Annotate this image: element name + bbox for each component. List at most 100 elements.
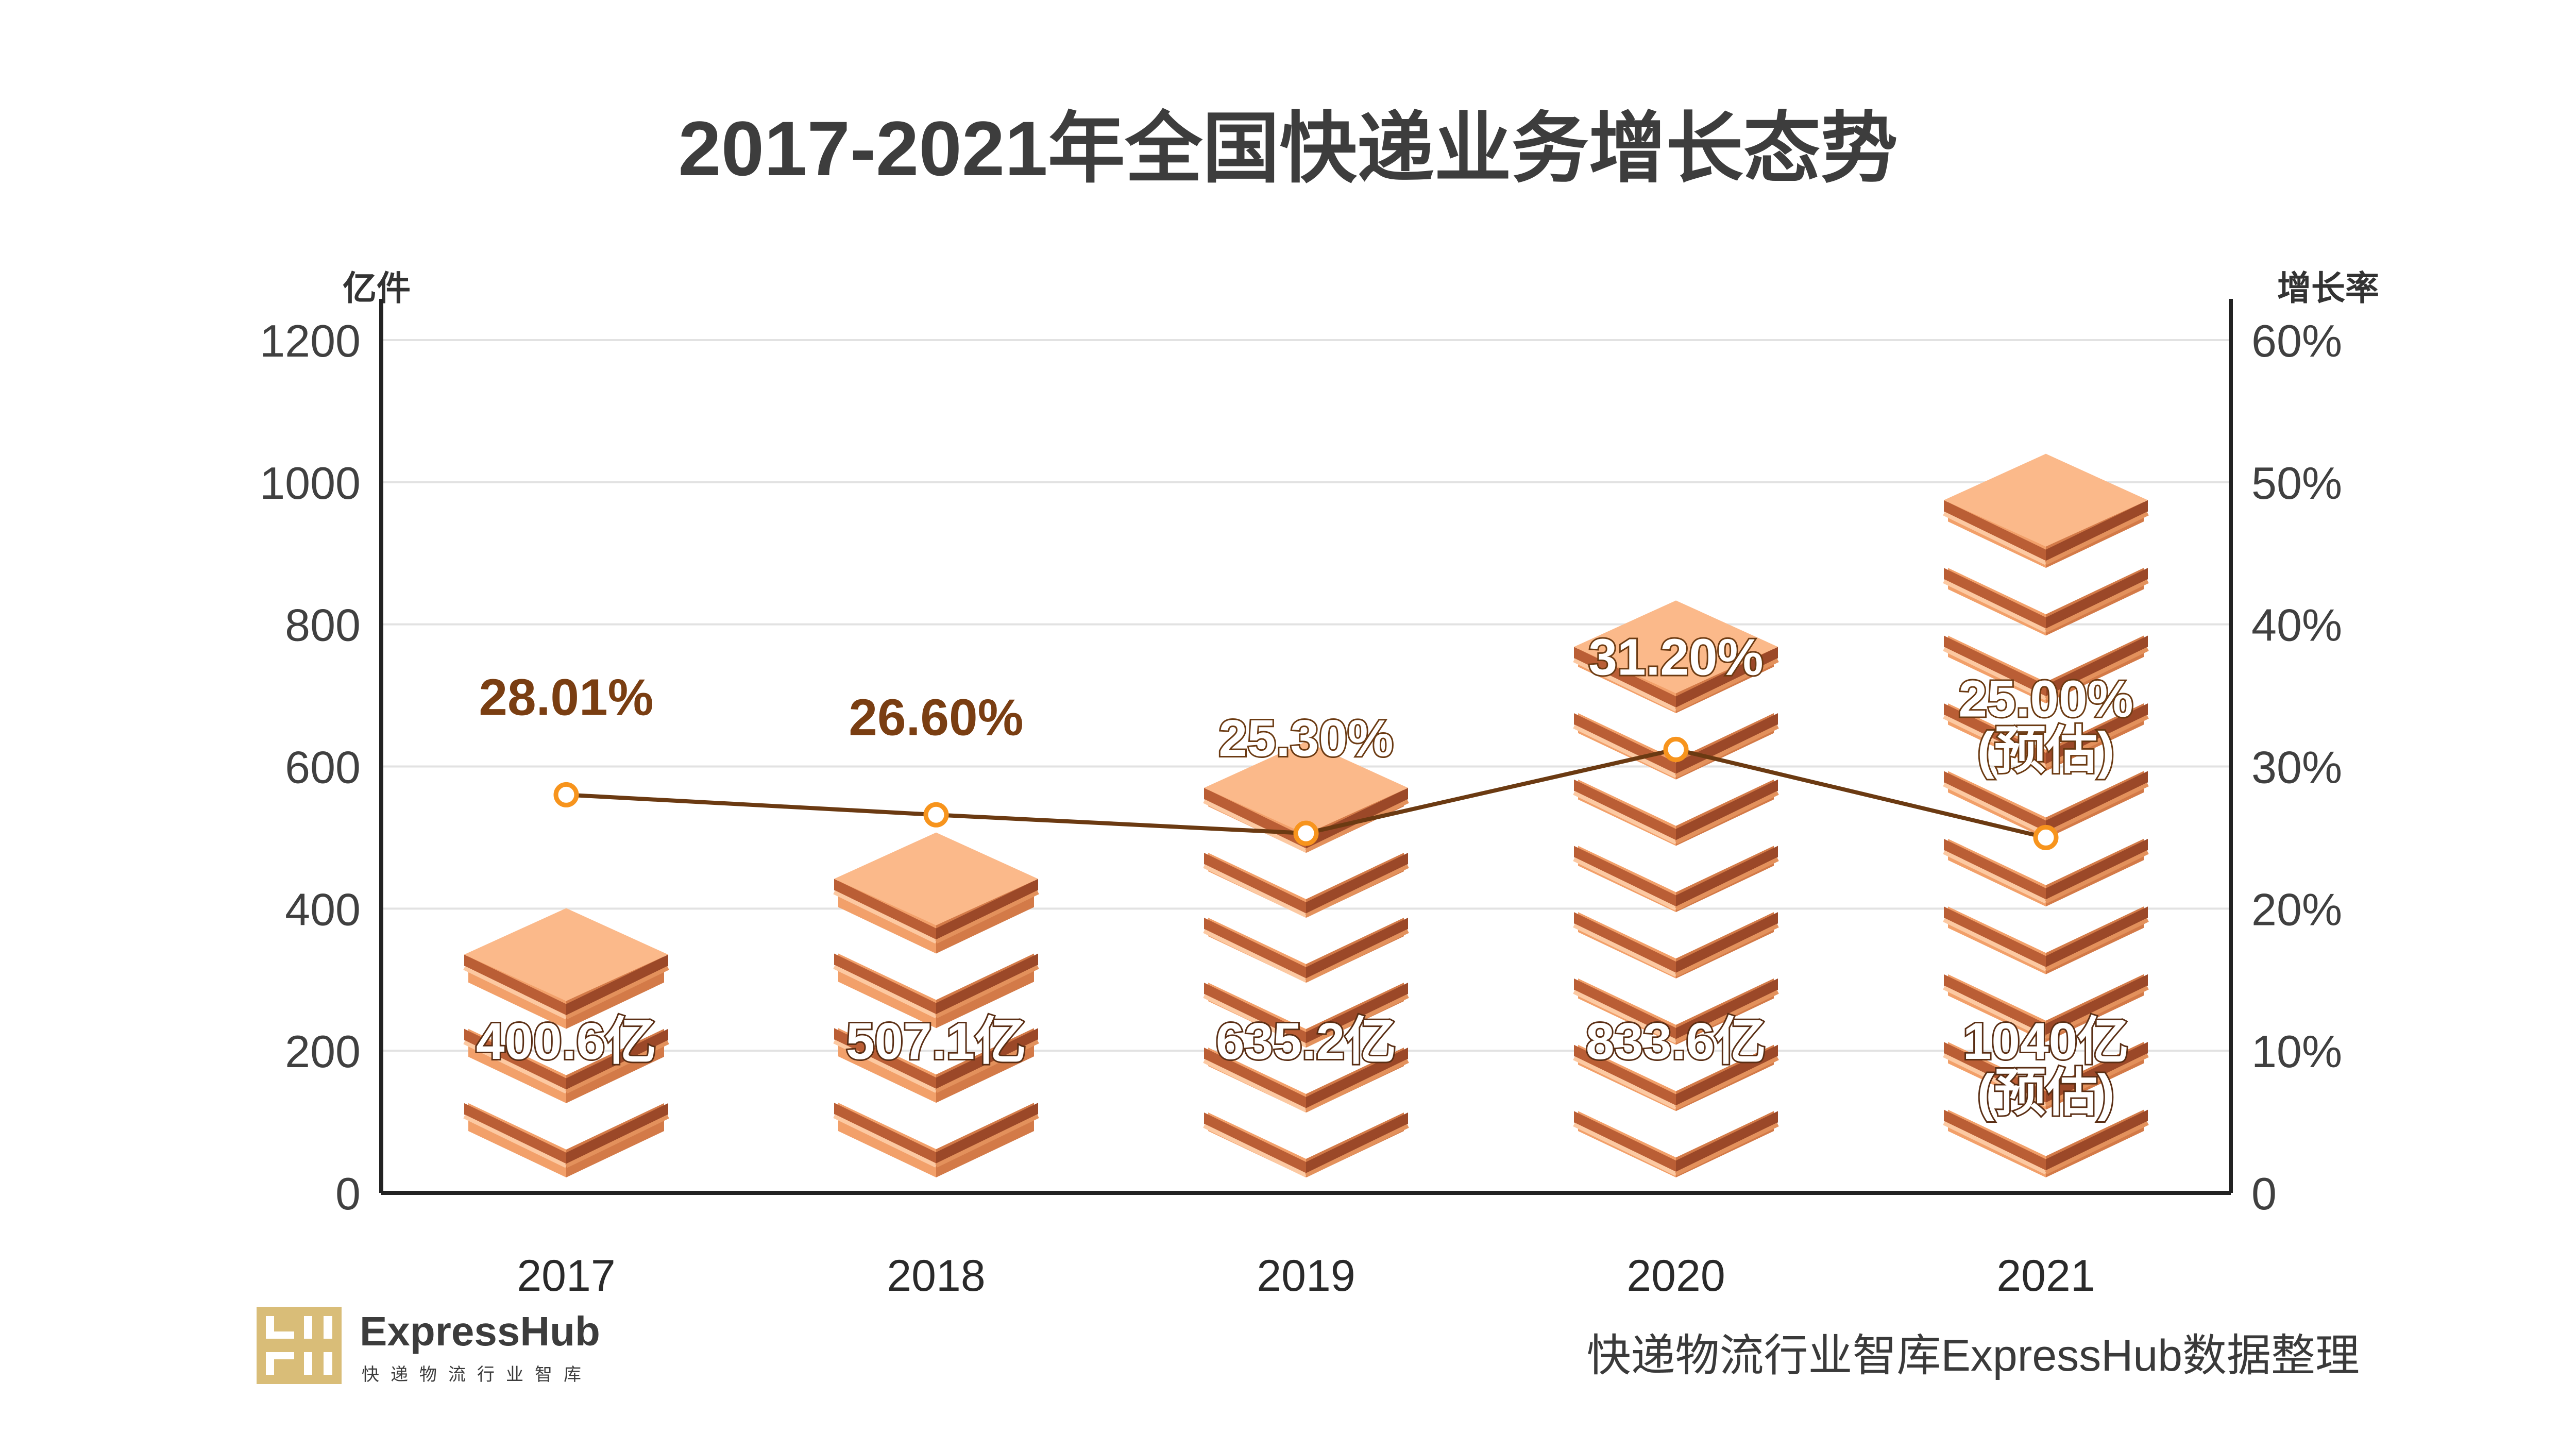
box-highlight xyxy=(833,1039,937,1093)
y2-tick-label: 10% xyxy=(2251,1026,2342,1077)
y2-tick-label: 20% xyxy=(2251,884,2342,935)
chart-title: 2017-2021年全国快递业务增长态势 xyxy=(678,105,1897,192)
box-rim-right xyxy=(1306,787,1408,849)
y-tick-label: 1200 xyxy=(260,315,361,366)
box-rim-right xyxy=(1676,647,1778,708)
box-rim-right xyxy=(1676,1044,1778,1106)
bar xyxy=(1573,600,1779,1177)
box-highlight xyxy=(565,966,669,1020)
x-tick-label: 2020 xyxy=(1626,1251,1725,1301)
box-highlight xyxy=(2045,579,2149,633)
y-axis-label: 亿件 xyxy=(343,269,411,307)
box-highlight xyxy=(1675,857,1779,911)
box-highlight xyxy=(1943,647,2047,701)
box-rim-left xyxy=(834,1103,936,1164)
box-rim-left xyxy=(1574,1044,1676,1106)
box-highlight xyxy=(463,966,567,1020)
box-rim-right xyxy=(566,1029,668,1090)
box-rim-left xyxy=(1204,982,1306,1043)
y2-tick-label: 50% xyxy=(2251,458,2342,509)
box-highlight xyxy=(935,965,1039,1019)
box-rim-right xyxy=(936,953,1038,1015)
box-highlight xyxy=(565,1115,669,1168)
y-tick-label: 200 xyxy=(285,1026,361,1077)
box-highlight xyxy=(935,890,1039,944)
box-rim-right xyxy=(2046,703,2148,764)
box-rim-right xyxy=(1306,852,1408,914)
box-highlight xyxy=(1943,850,2047,904)
bar-value-label: 507.1亿 xyxy=(846,1013,1026,1070)
box-rim-right xyxy=(2046,906,2148,968)
box-highlight xyxy=(1675,923,1779,977)
y2-tick-label: 0 xyxy=(2251,1168,2277,1219)
bars xyxy=(463,453,2149,1177)
box-highlight xyxy=(1203,864,1307,918)
box-rim-right xyxy=(1676,846,1778,907)
x-tick-label: 2018 xyxy=(887,1251,985,1301)
box-highlight xyxy=(1943,1053,2047,1107)
growth-marker xyxy=(1293,820,1319,846)
box-rim-right xyxy=(2046,1109,2148,1171)
data-labels: 400.6亿 507.1亿 635.2亿 833.6亿 1040亿(预估) 28.01% 2… xyxy=(474,627,2135,1123)
logo: ExpressHub 快递物流行业智库 xyxy=(257,1303,875,1395)
box-highlight xyxy=(2045,715,2149,768)
y2-axis-label: 增长率 xyxy=(2277,269,2379,307)
box-rim-right xyxy=(566,1103,668,1164)
box-highlight xyxy=(1675,1056,1779,1110)
bar xyxy=(463,908,669,1177)
box-highlight xyxy=(1943,1121,2047,1175)
box-highlight xyxy=(1305,799,1409,853)
box-rim-right xyxy=(2046,771,2148,832)
box-rim-left xyxy=(1204,1047,1306,1108)
box-rim-left xyxy=(834,953,936,1015)
box-rim-right xyxy=(1676,779,1778,840)
box-rim-left xyxy=(1204,1112,1306,1173)
box-rim-left xyxy=(1944,635,2046,697)
box-highlight xyxy=(1305,1059,1409,1112)
box-rim-right xyxy=(2046,838,2148,900)
growth-marker xyxy=(923,802,949,828)
box-highlight xyxy=(2045,647,2149,701)
box-rim-right xyxy=(936,1028,1038,1089)
box-highlight xyxy=(463,1115,567,1168)
box-rim-right xyxy=(2046,974,2148,1035)
box-rim-right xyxy=(1676,978,1778,1039)
growth-marker xyxy=(553,782,579,807)
box-highlight xyxy=(1573,791,1677,845)
box-rim-left xyxy=(1944,703,2046,764)
box-rim-left xyxy=(1204,852,1306,914)
box-highlight xyxy=(1943,715,2047,768)
y-tick-label: 600 xyxy=(285,742,361,793)
gridlines xyxy=(381,339,2231,1052)
box-highlight xyxy=(1305,994,1409,1048)
box-highlight xyxy=(2045,850,2149,904)
y-tick-label: 1000 xyxy=(260,458,361,509)
box-rim-left xyxy=(1574,713,1676,774)
box-highlight xyxy=(1573,923,1677,977)
box-highlight xyxy=(2045,782,2149,836)
box-top-face xyxy=(1944,453,2148,547)
bar xyxy=(833,832,1039,1177)
box-rim-right xyxy=(2046,568,2148,629)
box-highlight xyxy=(1675,1122,1779,1176)
y-tick-label: 400 xyxy=(285,884,361,935)
logo-subtitle: 快递物流行业智库 xyxy=(362,1365,592,1385)
growth-line xyxy=(553,736,2059,850)
y2-tick-label: 30% xyxy=(2251,742,2342,793)
y-tick-label: 800 xyxy=(285,600,361,651)
bar xyxy=(1203,741,1409,1177)
box-rim-left xyxy=(1944,974,2046,1035)
box-highlight xyxy=(1573,990,1677,1043)
box-highlight xyxy=(1305,929,1409,983)
box-rim-right xyxy=(2046,635,2148,697)
box-rim-right xyxy=(1676,912,1778,973)
box-highlight xyxy=(2045,512,2149,565)
box-highlight xyxy=(935,1114,1039,1168)
box-highlight xyxy=(1943,782,2047,836)
axes: 0 200 400 600 800 1000 1200 0 10% 20% 30% 40% 50% 60%… xyxy=(260,299,2342,1301)
growth-value-label: 25.30% xyxy=(1218,710,1393,767)
box-rim-right xyxy=(1676,713,1778,774)
box-rim-left xyxy=(1944,838,2046,900)
box-rim-left xyxy=(834,1028,936,1089)
box-highlight xyxy=(1675,990,1779,1043)
